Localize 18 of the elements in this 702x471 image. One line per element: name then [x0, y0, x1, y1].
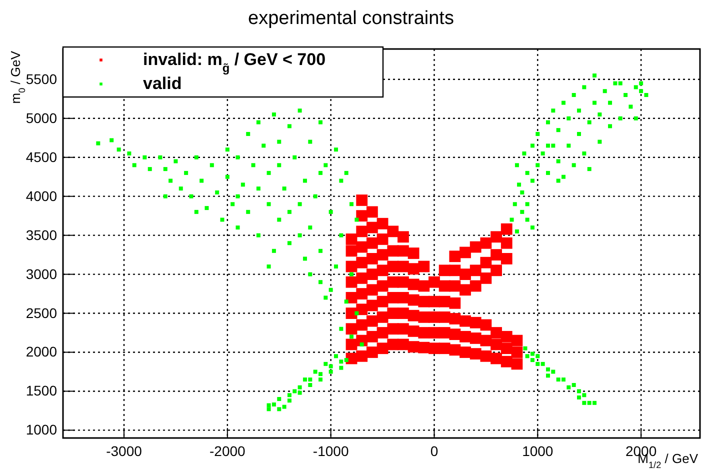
- y-tick-label: 5000: [26, 110, 58, 126]
- y-tick-label: 4500: [26, 148, 58, 165]
- x-tick-label: -1000: [312, 442, 349, 459]
- x-tick-label: 1000: [522, 442, 554, 459]
- y-tick-label: 1000: [26, 422, 58, 438]
- y-tick-label: 1500: [26, 382, 58, 399]
- y-tick-label: 5500: [26, 70, 58, 87]
- legend-label: valid: [143, 74, 182, 93]
- legend-label: invalid: m$_{g̃}$ / GeV < 700: [143, 50, 326, 75]
- chart-title: experimental constraints: [248, 8, 454, 29]
- y-tick-label: 3500: [26, 226, 58, 243]
- x-tick-label: -3000: [106, 442, 142, 459]
- x-tick-label: 0: [430, 442, 438, 459]
- x-tick-label: -2000: [210, 442, 246, 459]
- y-tick-label: 3000: [26, 266, 58, 282]
- y-tick-label: 2500: [26, 304, 58, 321]
- y-tick-label: 4000: [26, 188, 58, 204]
- y-tick-label: 2000: [26, 344, 58, 360]
